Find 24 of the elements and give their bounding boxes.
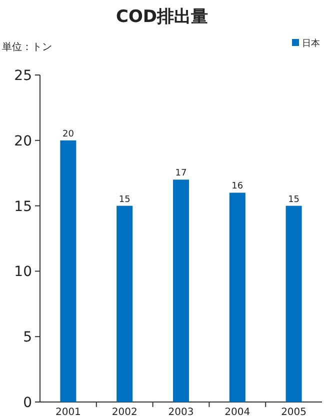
data-label: 15 bbox=[118, 194, 130, 205]
bar bbox=[60, 140, 76, 402]
legend-label: 日本 bbox=[302, 38, 320, 49]
y-tick-label: 25 bbox=[14, 68, 32, 84]
y-tick-label: 0 bbox=[23, 395, 32, 411]
data-label: 20 bbox=[62, 129, 74, 140]
x-tick-label: 2002 bbox=[112, 407, 138, 417]
y-tick-label: 15 bbox=[14, 198, 32, 215]
y-tick-label: 20 bbox=[14, 133, 32, 150]
data-label: 15 bbox=[288, 194, 300, 205]
x-tick-label: 2004 bbox=[224, 407, 250, 417]
x-tick-label: 2003 bbox=[168, 407, 194, 417]
chart-title: COD排出量 bbox=[116, 7, 208, 27]
y-axis-title: 単位：トン bbox=[2, 41, 52, 53]
bar bbox=[173, 180, 189, 402]
y-tick-label: 5 bbox=[23, 330, 32, 346]
x-tick-label: 2005 bbox=[281, 407, 307, 417]
data-label: 17 bbox=[175, 168, 187, 179]
bar bbox=[116, 206, 133, 402]
y-tick-label: 10 bbox=[14, 264, 32, 280]
bar bbox=[229, 192, 246, 402]
bar bbox=[286, 206, 302, 402]
data-label: 16 bbox=[232, 182, 244, 192]
x-tick-label: 2001 bbox=[55, 407, 81, 417]
